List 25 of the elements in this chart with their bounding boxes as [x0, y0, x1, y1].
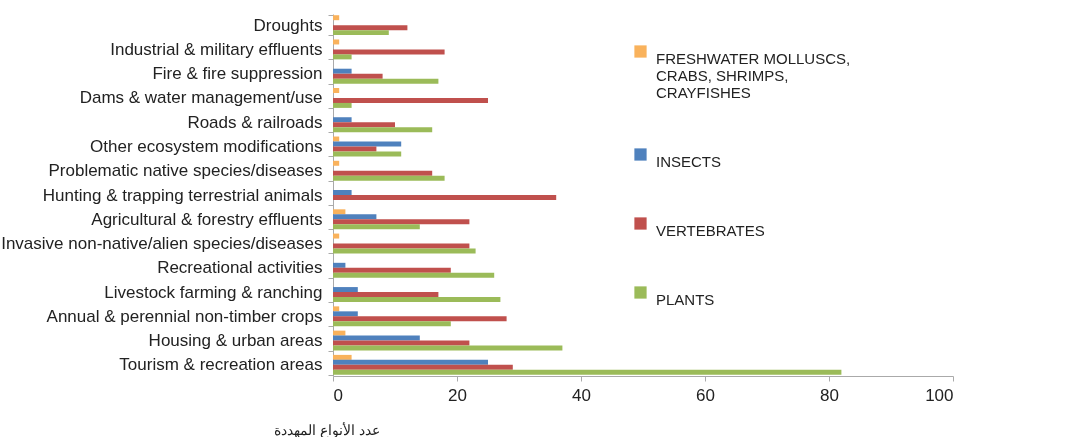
legend-label: INSECTS: [656, 152, 722, 170]
x-tick-label: 100: [925, 385, 954, 405]
x-tick-label: 20: [448, 385, 467, 405]
x-tick-label: 80: [820, 385, 839, 405]
y-tick-label: Problematic native species/diseases: [48, 161, 323, 181]
y-tick-label: Hunting & trapping terrestrial animals: [42, 185, 323, 205]
y-tick-label: Dams & water management/use: [79, 88, 323, 108]
y-tick-label: Droughts: [253, 15, 323, 35]
y-tick-label: Housing & urban areas: [148, 331, 323, 351]
x-tick-label: 0: [333, 385, 343, 405]
y-tick-label: Annual & perennial non-timber crops: [46, 306, 323, 326]
legend-label: VERTEBRATES: [656, 221, 765, 239]
y-tick-label: Agricultural & forestry effluents: [91, 209, 323, 229]
y-tick-label: Roads & railroads: [187, 112, 323, 132]
y-tick-label: Tourism & recreation areas: [119, 355, 323, 375]
legend-label: PLANTS: [656, 290, 715, 308]
y-tick-label: Other ecosystem modifications: [90, 136, 323, 156]
y-tick-label: Invasive non-native/alien species/diseases: [1, 234, 323, 254]
y-tick-label: Industrial & military effluents: [110, 39, 323, 59]
x-tick-label: 60: [696, 385, 715, 405]
y-tick-label: Livestock farming & ranching: [104, 282, 323, 302]
legend-label: FRESHWATER MOLLUSCS, CRABS, SHRIMPS, CRAYFISHES: [656, 49, 851, 101]
x-tick-label: 40: [572, 385, 591, 405]
y-tick-label: Fire & fire suppression: [152, 64, 323, 84]
y-tick-label: Recreational activities: [157, 258, 323, 278]
